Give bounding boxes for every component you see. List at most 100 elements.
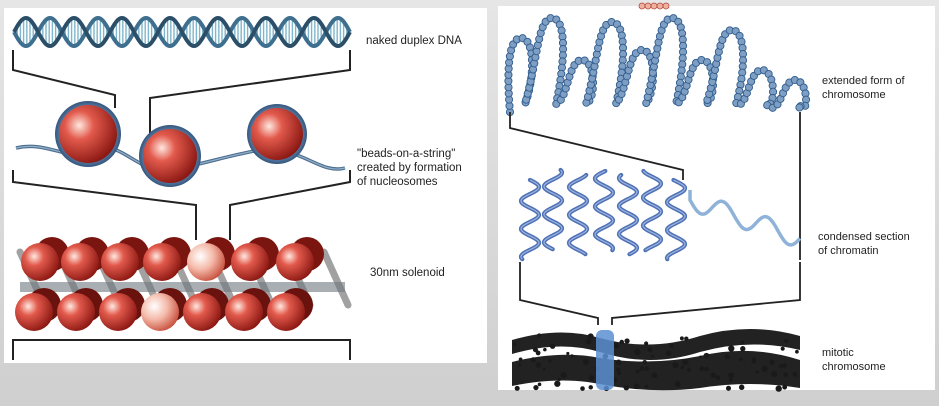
solenoid-bead bbox=[276, 243, 314, 281]
solenoid-bead bbox=[267, 293, 305, 331]
chromatin-coil-highlight bbox=[569, 175, 587, 254]
chromatin-granule bbox=[550, 343, 555, 348]
chromatin-granule bbox=[703, 353, 709, 359]
solenoid-linker bbox=[324, 252, 348, 305]
chromatin-granule bbox=[640, 366, 645, 371]
centromere bbox=[596, 330, 614, 390]
connector-line bbox=[13, 50, 115, 108]
chromatin-granule bbox=[682, 359, 688, 365]
chromatin-granule bbox=[642, 360, 647, 365]
connector-line bbox=[230, 170, 350, 240]
chromatin-granule bbox=[792, 372, 797, 377]
chromatin-tail bbox=[690, 190, 800, 245]
chromatin-granule bbox=[651, 355, 654, 358]
chromatin-granule bbox=[617, 371, 621, 375]
chromatin-granule bbox=[755, 370, 758, 373]
chromatin-granule bbox=[619, 340, 624, 345]
mitotic-chromosome bbox=[512, 329, 800, 392]
chromatin-granule bbox=[715, 375, 720, 380]
chromatin-granule bbox=[531, 357, 536, 362]
chromatin-granule bbox=[740, 346, 745, 351]
chromatin-granule bbox=[589, 385, 593, 389]
condensed-chromatin bbox=[521, 170, 800, 259]
solenoid-bead bbox=[99, 293, 137, 331]
chromatin-granule bbox=[645, 385, 649, 389]
solenoid-bead bbox=[183, 293, 221, 331]
chromatin-granule bbox=[739, 385, 744, 390]
chromatin-granule bbox=[588, 333, 594, 339]
chromatin-coil bbox=[544, 170, 562, 249]
chromatin-granule bbox=[570, 354, 573, 357]
chromatin-granule bbox=[784, 339, 788, 343]
chromatin-granule bbox=[513, 343, 516, 346]
solenoid-bead bbox=[231, 243, 269, 281]
solenoid-bead bbox=[21, 243, 59, 281]
chromatin-granule bbox=[636, 370, 640, 374]
chromatin-granule bbox=[699, 355, 702, 358]
chromatin-granule bbox=[561, 372, 567, 378]
extended-label: extended form of chromosome bbox=[822, 74, 905, 102]
solenoid-bead bbox=[143, 243, 181, 281]
chromatin-granule bbox=[538, 383, 542, 387]
chromatin-granule bbox=[644, 341, 648, 345]
chromatin-granule bbox=[536, 362, 542, 368]
mitotic-label: mitotic chromosome bbox=[822, 346, 886, 374]
chromatin-granule bbox=[533, 385, 538, 390]
naked-dna-helix bbox=[14, 18, 350, 46]
chromatin-granule bbox=[771, 371, 777, 377]
connector-line bbox=[520, 262, 598, 325]
beads-on-a-string bbox=[16, 101, 345, 187]
chromatin-granule bbox=[725, 354, 730, 359]
extended-chromosome-loops bbox=[505, 3, 810, 116]
chromatin-granule bbox=[634, 349, 640, 355]
solenoid-fiber bbox=[15, 237, 348, 331]
chromatin-granule bbox=[728, 345, 734, 351]
chromatin-granule bbox=[616, 359, 622, 365]
chromatin-granule bbox=[580, 386, 585, 391]
solenoid-bead bbox=[141, 293, 179, 331]
chromatin-bead-highlight bbox=[645, 3, 651, 9]
chromatin-granule bbox=[675, 381, 681, 387]
solenoid-bead bbox=[57, 293, 95, 331]
solenoid-bead bbox=[101, 243, 139, 281]
chromatin-granule bbox=[776, 385, 782, 391]
chromatin-coil bbox=[619, 175, 637, 254]
naked-dna-label: naked duplex DNA bbox=[366, 34, 462, 48]
chromatin-granule bbox=[652, 372, 658, 378]
chromatin-granule bbox=[769, 359, 775, 365]
chromatin-granule bbox=[515, 386, 520, 391]
chromatin-granule bbox=[543, 368, 546, 371]
chromatin-granule bbox=[783, 373, 787, 377]
chromatin-granule bbox=[680, 336, 684, 340]
chromatin-granule bbox=[518, 363, 521, 366]
chromatin-granule bbox=[666, 350, 672, 356]
connector-line bbox=[13, 340, 350, 360]
chromatin-granule bbox=[586, 339, 592, 345]
chromatin-granule bbox=[795, 350, 799, 354]
chromatin-granule bbox=[729, 378, 733, 382]
chromatin-granule bbox=[669, 343, 674, 348]
chromatin-granule bbox=[645, 366, 650, 371]
nucleosome-bead bbox=[251, 108, 303, 160]
chromatin-bead-highlight bbox=[663, 3, 669, 9]
chromatin-granule bbox=[681, 366, 684, 369]
chromatin-granule bbox=[728, 372, 734, 378]
solenoid-bead bbox=[225, 293, 263, 331]
chromatin-granule bbox=[648, 347, 653, 352]
chromatin-granule bbox=[536, 351, 541, 356]
solenoid-bead bbox=[15, 293, 53, 331]
solenoid-label: 30nm solenoid bbox=[370, 266, 445, 280]
chromatin-granule bbox=[583, 359, 589, 365]
chromatin-granule bbox=[558, 378, 561, 381]
chromatin-coil bbox=[521, 180, 539, 259]
chromatin-granule bbox=[781, 347, 785, 351]
chromatin-granule bbox=[739, 358, 743, 362]
chromatin-granule bbox=[634, 383, 640, 389]
connector-line bbox=[612, 262, 800, 325]
solenoid-bead bbox=[61, 243, 99, 281]
chromatin-granule bbox=[782, 385, 787, 390]
condensed-label: condensed section of chromatin bbox=[818, 230, 910, 258]
chromatin-granule bbox=[616, 367, 620, 371]
nucleosome-bead bbox=[59, 105, 117, 163]
chromatin-granule bbox=[761, 366, 767, 372]
